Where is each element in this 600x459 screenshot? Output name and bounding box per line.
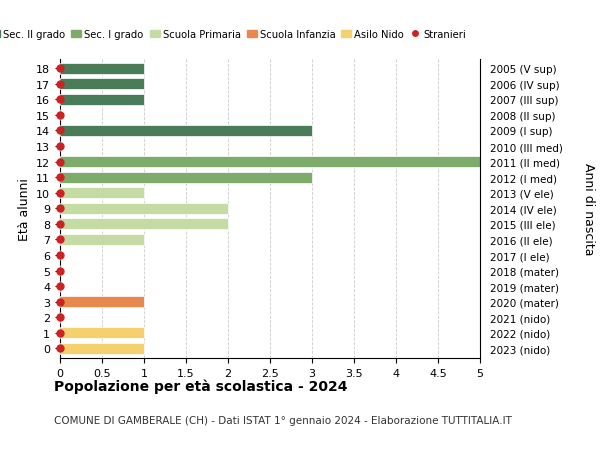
Bar [60, 63, 144, 74]
Bar [60, 328, 144, 339]
Y-axis label: Età alunni: Età alunni [17, 178, 31, 240]
Point [55, 128, 65, 135]
Bar [60, 297, 144, 308]
Bar [60, 172, 312, 183]
Point [55, 81, 65, 88]
Bar [60, 95, 144, 106]
Point [55, 143, 65, 151]
Point [55, 252, 65, 259]
Bar [60, 126, 312, 137]
Bar [60, 157, 480, 168]
Legend: Sec. II grado, Sec. I grado, Scuola Primaria, Scuola Infanzia, Asilo Nido, Stran: Sec. II grado, Sec. I grado, Scuola Prim… [0, 26, 470, 44]
Point [55, 298, 65, 306]
Point [55, 267, 65, 274]
Bar [60, 188, 144, 199]
Bar [60, 203, 228, 214]
Bar [60, 79, 144, 90]
Point [55, 112, 65, 119]
Point [55, 283, 65, 290]
Point [55, 205, 65, 213]
Point [55, 158, 65, 166]
Point [55, 96, 65, 104]
Text: COMUNE DI GAMBERALE (CH) - Dati ISTAT 1° gennaio 2024 - Elaborazione TUTTITALIA.: COMUNE DI GAMBERALE (CH) - Dati ISTAT 1°… [54, 415, 512, 425]
Point [55, 190, 65, 197]
Bar [60, 219, 228, 230]
Point [55, 236, 65, 244]
Bar [60, 235, 144, 246]
Point [55, 65, 65, 73]
Point [55, 174, 65, 181]
Bar [60, 343, 144, 354]
Point [55, 221, 65, 228]
Text: Popolazione per età scolastica - 2024: Popolazione per età scolastica - 2024 [54, 379, 347, 393]
Y-axis label: Anni di nascita: Anni di nascita [582, 162, 595, 255]
Point [55, 345, 65, 353]
Point [55, 330, 65, 337]
Point [55, 314, 65, 321]
